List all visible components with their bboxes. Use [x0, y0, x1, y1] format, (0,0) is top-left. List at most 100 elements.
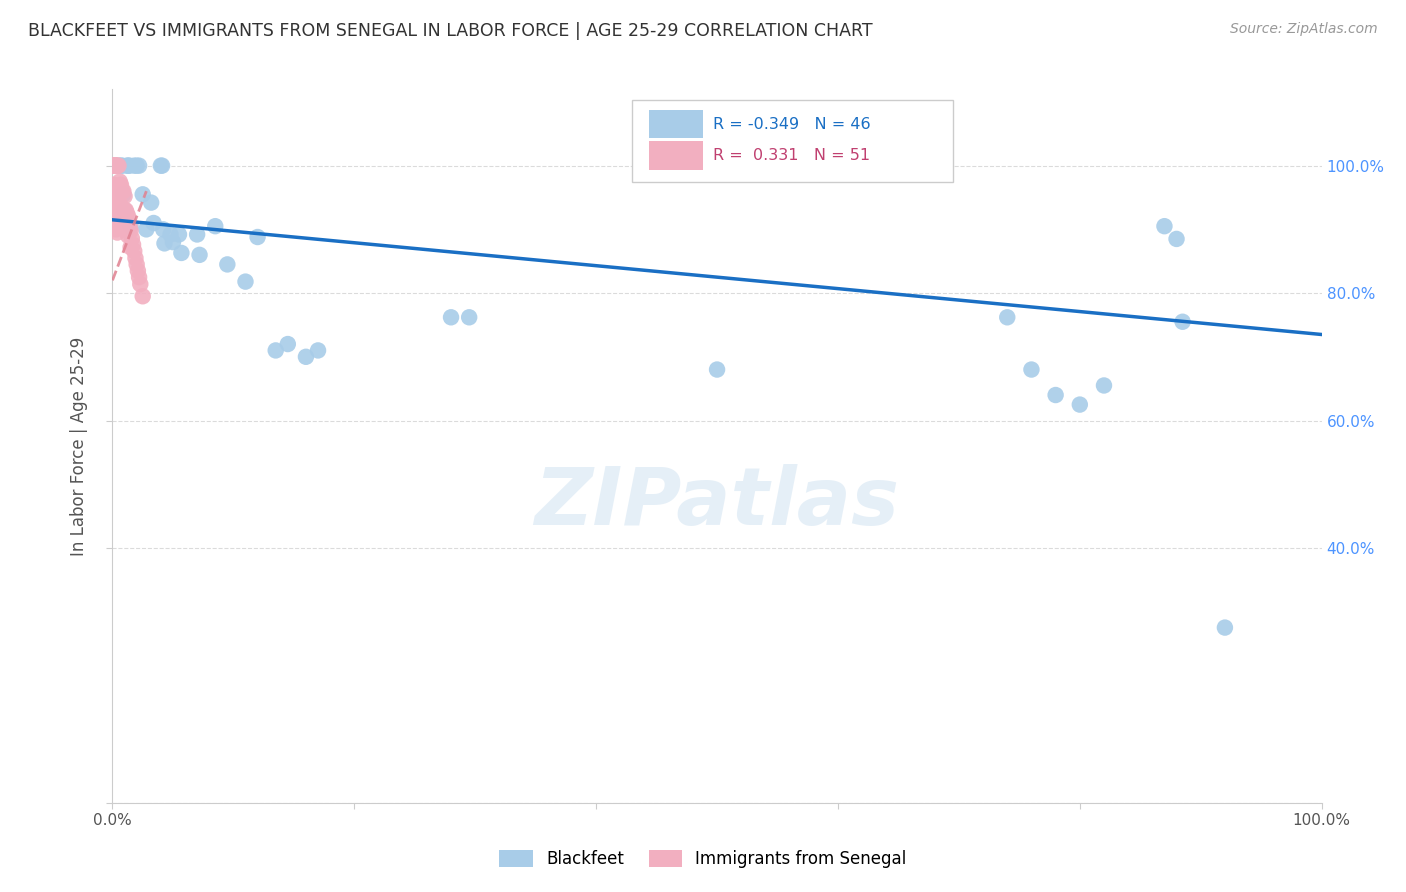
Point [120, 224, 142, 238]
Point [167, 227, 190, 242]
Point [458, 310, 481, 325]
Point [141, 195, 163, 210]
Point [162, 235, 184, 249]
Point [104, 210, 127, 224]
Point [105, 159, 128, 173]
Point [107, 211, 129, 225]
Point [128, 159, 150, 173]
Point [235, 275, 257, 289]
Point [110, 200, 132, 214]
Y-axis label: In Labor Force | Age 25-29: In Labor Force | Age 25-29 [70, 336, 89, 556]
Point [105, 222, 128, 236]
Point [132, 289, 155, 303]
Point [204, 219, 226, 234]
Point [186, 227, 208, 242]
Point [170, 246, 193, 260]
Point [122, 244, 145, 258]
Point [122, 237, 145, 252]
Text: R =  0.331   N = 51: R = 0.331 N = 51 [713, 148, 870, 163]
Point [104, 159, 127, 173]
Point [105, 226, 128, 240]
Point [103, 203, 125, 218]
Point [103, 159, 125, 173]
Point [150, 159, 173, 173]
Point [188, 248, 211, 262]
Point [295, 350, 318, 364]
Text: BLACKFEET VS IMMIGRANTS FROM SENEGAL IN LABOR FORCE | AGE 25-29 CORRELATION CHAR: BLACKFEET VS IMMIGRANTS FROM SENEGAL IN … [28, 22, 873, 40]
Point [112, 187, 135, 202]
FancyBboxPatch shape [633, 100, 953, 182]
Point [105, 197, 128, 211]
Point [105, 203, 128, 218]
FancyBboxPatch shape [650, 141, 703, 169]
Point [115, 206, 138, 220]
Point [107, 159, 129, 173]
Point [110, 159, 132, 173]
Point [104, 187, 127, 202]
Point [159, 227, 181, 242]
Point [125, 159, 148, 173]
Point [105, 159, 128, 173]
Point [115, 222, 138, 236]
Point [120, 219, 142, 234]
Point [118, 159, 141, 173]
Point [105, 187, 128, 202]
Point [122, 159, 145, 173]
Point [264, 343, 287, 358]
Point [112, 184, 135, 198]
Point [114, 203, 136, 218]
Point [277, 337, 299, 351]
Point [114, 189, 136, 203]
Point [1021, 362, 1043, 376]
Point [995, 310, 1018, 325]
Text: ZIPatlas: ZIPatlas [534, 464, 900, 542]
Point [111, 206, 134, 220]
Point [108, 197, 131, 211]
Point [217, 257, 239, 271]
Point [1092, 378, 1115, 392]
Point [107, 159, 129, 173]
Point [115, 159, 138, 173]
Point [114, 203, 136, 218]
Point [149, 159, 172, 173]
Text: Source: ZipAtlas.com: Source: ZipAtlas.com [1230, 22, 1378, 37]
Point [307, 343, 329, 358]
Point [103, 159, 125, 173]
Text: R = -0.349   N = 46: R = -0.349 N = 46 [713, 117, 872, 132]
Point [117, 210, 139, 224]
Point [129, 277, 152, 292]
Point [114, 203, 136, 218]
Point [152, 222, 174, 236]
Legend: Blackfeet, Immigrants from Senegal: Blackfeet, Immigrants from Senegal [492, 843, 914, 875]
Point [108, 175, 131, 189]
Point [125, 257, 148, 271]
Point [103, 159, 125, 173]
Point [153, 236, 176, 251]
Point [114, 217, 136, 231]
Point [246, 230, 269, 244]
Point [142, 216, 165, 230]
Point [105, 181, 128, 195]
Point [132, 187, 155, 202]
Point [107, 184, 129, 198]
Point [112, 210, 135, 224]
Point [135, 222, 157, 236]
Point [117, 228, 139, 243]
Point [110, 178, 132, 192]
Point [111, 159, 134, 173]
Point [105, 159, 128, 173]
Point [121, 231, 143, 245]
Point [1171, 315, 1194, 329]
Point [120, 240, 142, 254]
Point [104, 159, 127, 173]
Point [114, 219, 136, 234]
Point [117, 159, 139, 173]
Point [128, 270, 150, 285]
Point [103, 178, 125, 192]
Point [127, 264, 149, 278]
Point [111, 184, 134, 198]
Point [706, 362, 728, 376]
Point [1069, 398, 1091, 412]
Point [440, 310, 463, 325]
Point [1166, 232, 1188, 246]
